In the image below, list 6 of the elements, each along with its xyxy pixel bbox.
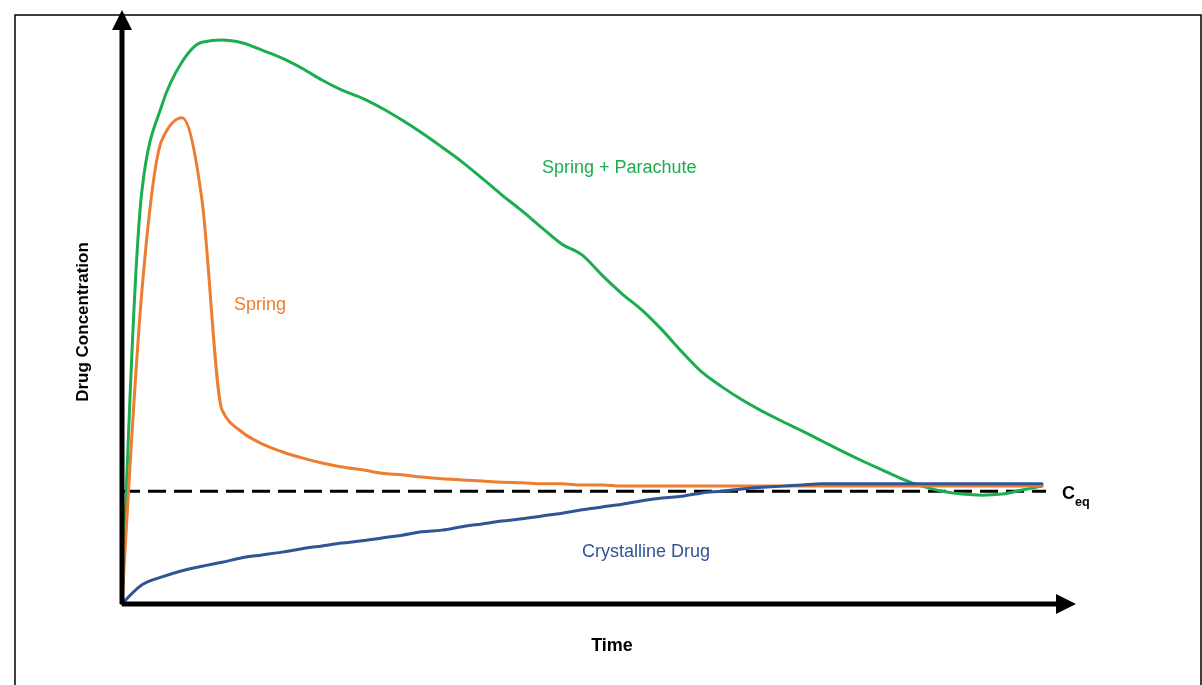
x-axis-title: Time [591,635,633,655]
series-label: Crystalline Drug [582,540,711,561]
text: Spring + Parachute [542,156,697,177]
series-label: Spring [234,293,287,314]
ref-line-label: C$_{eq}$ [1062,483,1090,510]
y-axis-title: Drug Concentration [73,242,92,402]
